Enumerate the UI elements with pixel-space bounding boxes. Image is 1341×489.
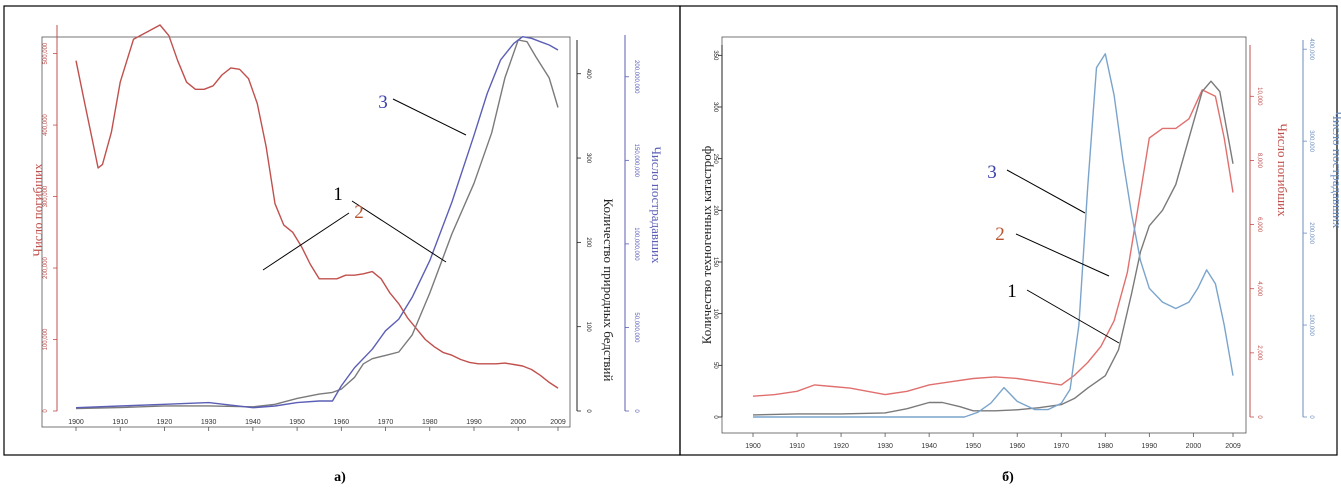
x-tick-label: 1970 (378, 419, 394, 426)
x-tick-label: 1960 (334, 419, 350, 426)
affected-tick-label: 150,000,000 (633, 144, 639, 178)
deaths-axis-title: Число погибших (1275, 123, 1290, 217)
x-tick-label: 1950 (289, 419, 305, 426)
series-line-1 (752, 80, 1234, 416)
callout-label-2: 2 (354, 202, 364, 223)
series-line-3 (75, 36, 559, 409)
x-tick-label: 1970 (1053, 443, 1069, 450)
count-tick-label: 200 (712, 205, 718, 216)
deaths-axis-title: Число погибших (30, 163, 45, 257)
count-tick-label: 0 (712, 415, 718, 419)
x-tick-label: 1940 (245, 419, 261, 426)
affected-tick-label: 100,000 (1308, 314, 1314, 336)
count-tick-label: 150 (712, 257, 718, 268)
x-tick-label: 1930 (201, 419, 217, 426)
x-tick-label: 2000 (510, 419, 526, 426)
count-tick-label: 400 (585, 69, 591, 80)
panel-b-caption: б) (1002, 470, 1014, 485)
count-tick-label: 100 (585, 322, 591, 333)
count-tick-label: 350 (712, 50, 718, 61)
affected-axis-title: Число пострадавших (649, 146, 664, 264)
x-tick-label: 1990 (1142, 443, 1158, 450)
callout-label-3: 3 (378, 92, 388, 113)
panel-a-chart: 1900 1910 1920 1930 1940 1950 1960 1970 1980 1990… (30, 24, 664, 431)
count-tick-label: 300 (585, 153, 591, 164)
x-tick-label: 1910 (789, 443, 805, 450)
count-axis-title: Количество техногенных катастроф (699, 146, 714, 344)
callout-leader-2 (262, 212, 350, 271)
affected-tick-label: 300,000 (1308, 130, 1314, 152)
callout-label-3: 3 (987, 162, 997, 183)
deaths-tick-label: 4,000 (1256, 281, 1262, 297)
x-tick-label: 1920 (833, 443, 849, 450)
deaths-tick-label: 200,000 (43, 257, 49, 279)
x-tick-label: 1950 (965, 443, 981, 450)
count-tick-label: 100 (712, 309, 718, 320)
count-tick-label: 250 (712, 154, 718, 165)
affected-tick-label: 0 (1308, 415, 1314, 419)
callout-leader-3 (392, 98, 467, 136)
x-tick-label: 2000 (1186, 443, 1202, 450)
series-line-3 (753, 53, 1234, 418)
x-tick-label: 1920 (157, 419, 173, 426)
x-tick-label: 1980 (422, 419, 438, 426)
count-axis-title: Количество природных бедствий (601, 199, 616, 382)
x-tick-label: 2009 (1225, 443, 1241, 450)
deaths-tick-label: 100,000 (43, 328, 49, 350)
callout-leader-1 (351, 200, 447, 263)
x-tick-label: 1900 (68, 419, 84, 426)
callout-leader-2 (1015, 233, 1110, 277)
affected-tick-label: 100,000,000 (633, 227, 639, 261)
affected-tick-label: 0 (633, 409, 639, 413)
deaths-tick-label: 2,000 (1256, 345, 1262, 361)
affected-tick-label: 50,000,000 (633, 312, 639, 343)
deaths-tick-label: 0 (43, 409, 49, 413)
count-tick-label: 0 (585, 409, 591, 413)
callout-label-1: 1 (1007, 281, 1017, 302)
deaths-tick-label: 10,000 (1256, 87, 1262, 106)
series-line-2 (752, 89, 1234, 397)
panel-b-frame (679, 5, 1338, 456)
panel-b-chart: 1900 1910 1920 1930 1940 1950 1960 1970 1980 1990… (699, 36, 1341, 450)
series-line-1 (75, 39, 559, 410)
count-tick-label: 50 (712, 362, 718, 369)
deaths-tick-label: 500,000 (43, 42, 49, 64)
affected-tick-label: 400,000 (1308, 38, 1314, 60)
deaths-tick-label: 8,000 (1256, 153, 1262, 169)
callout-leader-3 (1006, 169, 1086, 214)
deaths-tick-label: 400,000 (43, 114, 49, 136)
deaths-tick-label: 0 (1256, 415, 1262, 419)
deaths-tick-label: 6,000 (1256, 217, 1262, 233)
x-tick-label: 1960 (1009, 443, 1025, 450)
count-tick-label: 200 (585, 237, 591, 248)
affected-tick-label: 200,000,000 (633, 60, 639, 94)
series-line-2 (75, 24, 559, 389)
x-tick-label: 1930 (877, 443, 893, 450)
affected-tick-label: 200,000 (1308, 222, 1314, 244)
x-tick-label: 1980 (1098, 443, 1114, 450)
x-tick-label: 1900 (745, 443, 761, 450)
x-tick-label: 1910 (112, 419, 128, 426)
callout-label-1: 1 (333, 184, 343, 205)
deaths-tick-label: 300,000 (43, 185, 49, 207)
x-tick-label: 2009 (550, 419, 566, 426)
plot-frame (721, 36, 1247, 434)
x-tick-label: 1940 (921, 443, 937, 450)
count-tick-label: 300 (712, 102, 718, 113)
callout-leader-1 (1026, 289, 1120, 344)
plot-frame (41, 36, 571, 428)
callout-label-2: 2 (995, 224, 1005, 245)
panel-a-caption: а) (334, 470, 346, 485)
affected-axis-title: Число пострадавших (1330, 111, 1341, 229)
x-tick-label: 1990 (466, 419, 482, 426)
